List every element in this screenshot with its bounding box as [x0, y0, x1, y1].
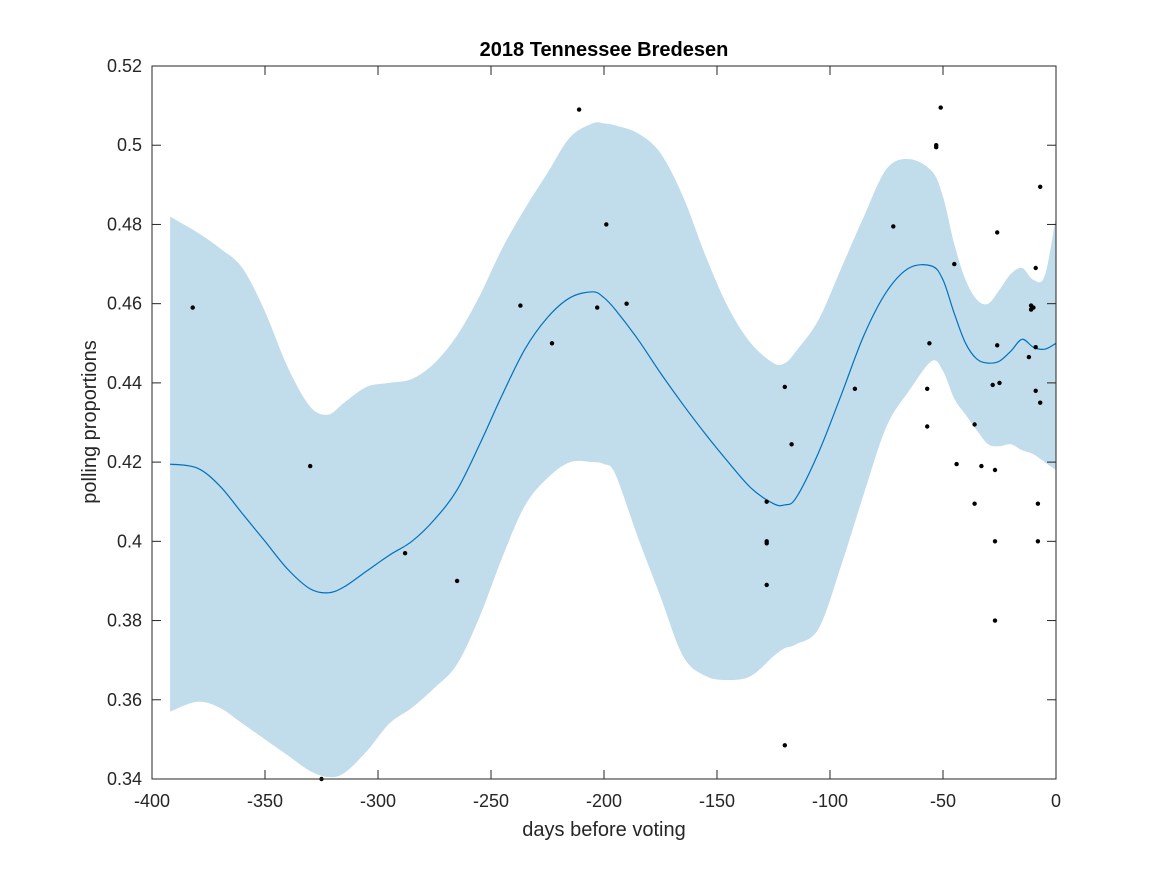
- poll-point: [782, 384, 787, 390]
- x-tick-label: -400: [134, 791, 170, 811]
- poll-point: [1038, 184, 1043, 189]
- poll-point: [190, 305, 195, 310]
- poll-point: [925, 424, 930, 429]
- poll-point: [954, 461, 959, 467]
- poll-point: [764, 582, 769, 588]
- x-tick-label: -300: [360, 791, 396, 811]
- poll-point: [454, 578, 460, 584]
- poll-point: [938, 105, 943, 110]
- poll-point: [972, 501, 977, 506]
- confidence-band: [170, 122, 1057, 778]
- poll-point: [1033, 265, 1038, 271]
- poll-point: [925, 386, 930, 391]
- y-tick-label: 0.48: [107, 214, 142, 234]
- poll-point: [1033, 388, 1038, 393]
- poll-point: [604, 222, 609, 227]
- poll-point: [1038, 400, 1043, 405]
- poll-point: [852, 386, 858, 391]
- poll-point: [518, 303, 523, 308]
- poll-point: [952, 261, 957, 267]
- trend-line: [170, 264, 1057, 594]
- poll-point: [308, 463, 313, 469]
- y-tick-label: 0.52: [107, 56, 142, 76]
- poll-point: [549, 341, 555, 346]
- poll-point: [576, 107, 582, 112]
- poll-point: [624, 301, 629, 306]
- poll-point: [992, 539, 998, 544]
- poll-point: [891, 224, 896, 229]
- poll-point: [595, 305, 600, 310]
- poll-point: [934, 145, 939, 150]
- y-axis-label: polling proportions: [79, 340, 101, 503]
- x-tick-label: -150: [699, 791, 735, 811]
- poll-point: [764, 499, 769, 504]
- chart-title: 2018 Tennessee Bredesen: [480, 39, 729, 61]
- x-tick-label: -350: [247, 791, 283, 811]
- x-axis-label: days before voting: [522, 819, 685, 841]
- poll-point: [1035, 539, 1041, 544]
- poll-point: [997, 380, 1002, 386]
- poll-point: [1033, 345, 1038, 350]
- y-tick-label: 0.38: [107, 611, 142, 631]
- poll-point: [990, 382, 995, 388]
- x-tick-label: 0: [1051, 791, 1061, 811]
- y-tick-label: 0.46: [107, 294, 142, 314]
- y-tick-label: 0.34: [107, 769, 142, 789]
- poll-point: [992, 467, 998, 473]
- poll-point: [979, 463, 984, 469]
- poll-point: [402, 551, 408, 556]
- poll-point: [1031, 305, 1036, 310]
- y-tick-label: 0.5: [117, 135, 142, 155]
- x-tick-label: -100: [812, 791, 848, 811]
- y-tick-label: 0.4: [117, 531, 142, 551]
- x-tick-label: -200: [586, 791, 622, 811]
- x-axis-ticks: -400 -350 -300 -250 -200 -150 -100 -50 0: [134, 66, 1061, 811]
- poll-point: [789, 442, 794, 447]
- y-axis-ticks: 0.34 0.36 0.38 0.4 0.42 0.44 0.46 0.48 0.5 0.52: [107, 56, 1056, 789]
- plot-area: [170, 105, 1057, 782]
- poll-point: [782, 743, 787, 748]
- x-tick-label: -250: [473, 791, 509, 811]
- poll-point: [995, 343, 1000, 348]
- x-tick-label: -50: [930, 791, 956, 811]
- poll-points: [190, 105, 1043, 782]
- poll-point: [1035, 501, 1041, 506]
- poll-point: [972, 422, 977, 427]
- poll-point: [1026, 354, 1032, 360]
- poll-point: [995, 230, 1000, 235]
- poll-point: [927, 341, 932, 346]
- y-tick-label: 0.42: [107, 452, 142, 472]
- y-tick-label: 0.44: [107, 373, 142, 393]
- poll-point: [764, 541, 769, 546]
- poll-point: [992, 618, 998, 623]
- y-tick-label: 0.36: [107, 690, 142, 710]
